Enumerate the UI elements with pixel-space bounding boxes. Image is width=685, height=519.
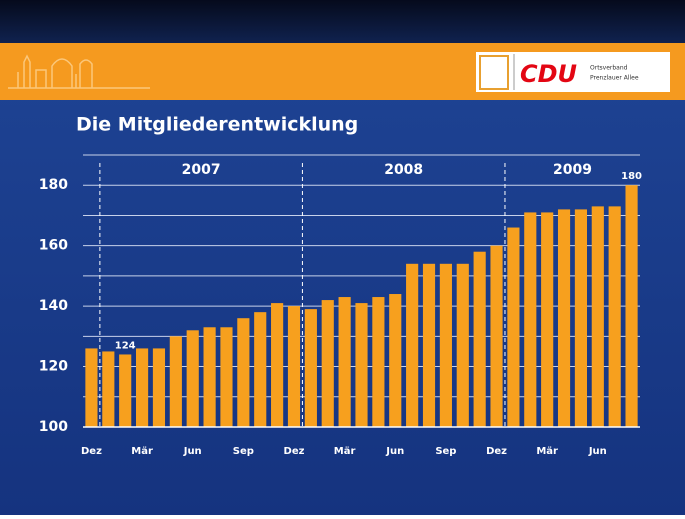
bar	[102, 351, 115, 427]
y-tick-label: 140	[39, 298, 68, 314]
x-tick-label: Sep	[435, 446, 456, 457]
x-tick-label: Jun	[385, 446, 404, 457]
bar	[355, 303, 368, 427]
x-tick-label: Mär	[536, 446, 558, 457]
skyline	[8, 54, 150, 89]
x-tick-label: Dez	[284, 446, 305, 457]
y-tick-label: 100	[39, 419, 68, 435]
y-tick-label: 120	[39, 359, 68, 375]
logo-icon	[479, 55, 509, 90]
chart-title: Die Mitgliederentwicklung	[76, 114, 358, 136]
bar	[541, 212, 554, 427]
bar	[608, 206, 621, 427]
bar	[254, 312, 267, 427]
year-label: 2008	[384, 162, 423, 178]
x-tick-label: Sep	[233, 446, 254, 457]
bar	[574, 209, 588, 427]
logo-sub: Prenzlauer Allee	[590, 75, 639, 82]
x-tick-label: Jun	[183, 446, 202, 457]
year-label: 2009	[553, 162, 592, 178]
bar	[524, 212, 537, 427]
x-tick-label: Jun	[588, 446, 607, 457]
x-tick-label: Mär	[131, 446, 153, 457]
bar	[152, 348, 166, 427]
bar	[456, 263, 469, 427]
bar	[625, 185, 638, 427]
x-tick-label: Dez	[486, 446, 507, 457]
bar	[119, 354, 132, 427]
bar	[389, 294, 402, 427]
y-tick-label: 160	[39, 238, 68, 254]
bar	[135, 348, 149, 427]
bar	[473, 251, 486, 427]
bar	[186, 330, 199, 427]
bar	[439, 263, 452, 427]
bar	[237, 318, 250, 427]
bar	[490, 245, 503, 427]
value-label: 180	[621, 171, 642, 182]
bar	[220, 327, 233, 427]
bar	[321, 300, 334, 427]
bar	[507, 227, 520, 427]
bar	[203, 327, 216, 427]
bar	[557, 209, 571, 427]
bar	[271, 303, 284, 427]
y-tick-label: 180	[39, 177, 68, 193]
bar	[422, 263, 436, 427]
bar	[287, 306, 301, 427]
bar	[372, 297, 385, 427]
x-tick-label: Mär	[334, 446, 356, 457]
bar	[304, 309, 317, 427]
bar	[85, 348, 98, 427]
bar	[591, 206, 604, 427]
bar	[169, 336, 182, 427]
logo-sub: Ortsverband	[590, 65, 628, 72]
year-label: 2007	[182, 162, 221, 178]
value-label: 124	[115, 340, 136, 351]
bar	[338, 297, 351, 427]
x-tick-label: Dez	[81, 446, 102, 457]
top-band	[0, 0, 685, 43]
logo-text: CDU	[520, 60, 577, 88]
bar	[406, 263, 419, 427]
